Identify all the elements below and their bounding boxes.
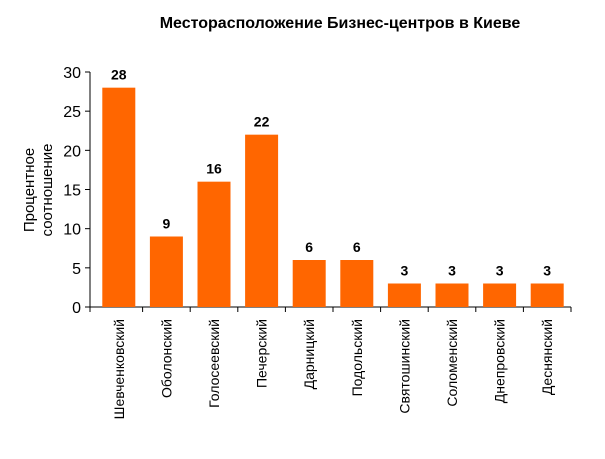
bar: [197, 181, 231, 307]
x-tick-label: Днепровский: [492, 319, 508, 403]
data-label: 3: [496, 263, 504, 279]
x-tick-label: Подольский: [349, 319, 365, 396]
x-tick-label: Соломенский: [444, 319, 460, 407]
data-label: 6: [305, 239, 313, 255]
data-label: 6: [353, 239, 361, 255]
y-tick-label: 25: [63, 104, 81, 121]
y-tick-label: 10: [63, 222, 81, 239]
x-tick-label: Печерский: [254, 319, 270, 388]
data-label: 3: [543, 263, 551, 279]
y-axis-label-line2: соотношение: [39, 144, 56, 237]
data-label: 22: [254, 114, 270, 130]
y-tick-label: 15: [63, 183, 81, 200]
bar: [483, 283, 517, 307]
data-label: 3: [448, 263, 456, 279]
data-label: 16: [206, 161, 222, 177]
y-tick-label: 0: [72, 300, 81, 317]
bar: [245, 134, 279, 307]
data-label: 3: [401, 263, 409, 279]
data-label: 9: [163, 216, 171, 232]
x-tick-label: Голосеевский: [206, 319, 222, 408]
bar: [149, 236, 183, 307]
y-axis-label-line1: Процентное: [21, 148, 38, 232]
y-tick-label: 5: [72, 261, 81, 278]
x-tick-label: Святошинский: [396, 319, 412, 414]
x-tick-label: Деснянский: [539, 319, 555, 395]
chart-title: Месторасположение Бизнес-центров в Киеве: [160, 15, 521, 32]
x-tick-label: Оболонский: [158, 319, 174, 398]
y-tick-label: 20: [63, 143, 81, 160]
bar: [387, 283, 421, 307]
x-tick-label: Дарницкий: [301, 319, 317, 389]
bar: [102, 87, 136, 308]
y-tick-label: 30: [63, 65, 81, 82]
bar: [435, 283, 469, 307]
y-axis-label: Процентное соотношение: [21, 144, 56, 237]
bar: [530, 283, 564, 307]
x-tick-label: Шевченковский: [111, 319, 127, 419]
bar: [340, 260, 374, 307]
bar: [292, 260, 326, 307]
data-label: 28: [111, 67, 127, 83]
